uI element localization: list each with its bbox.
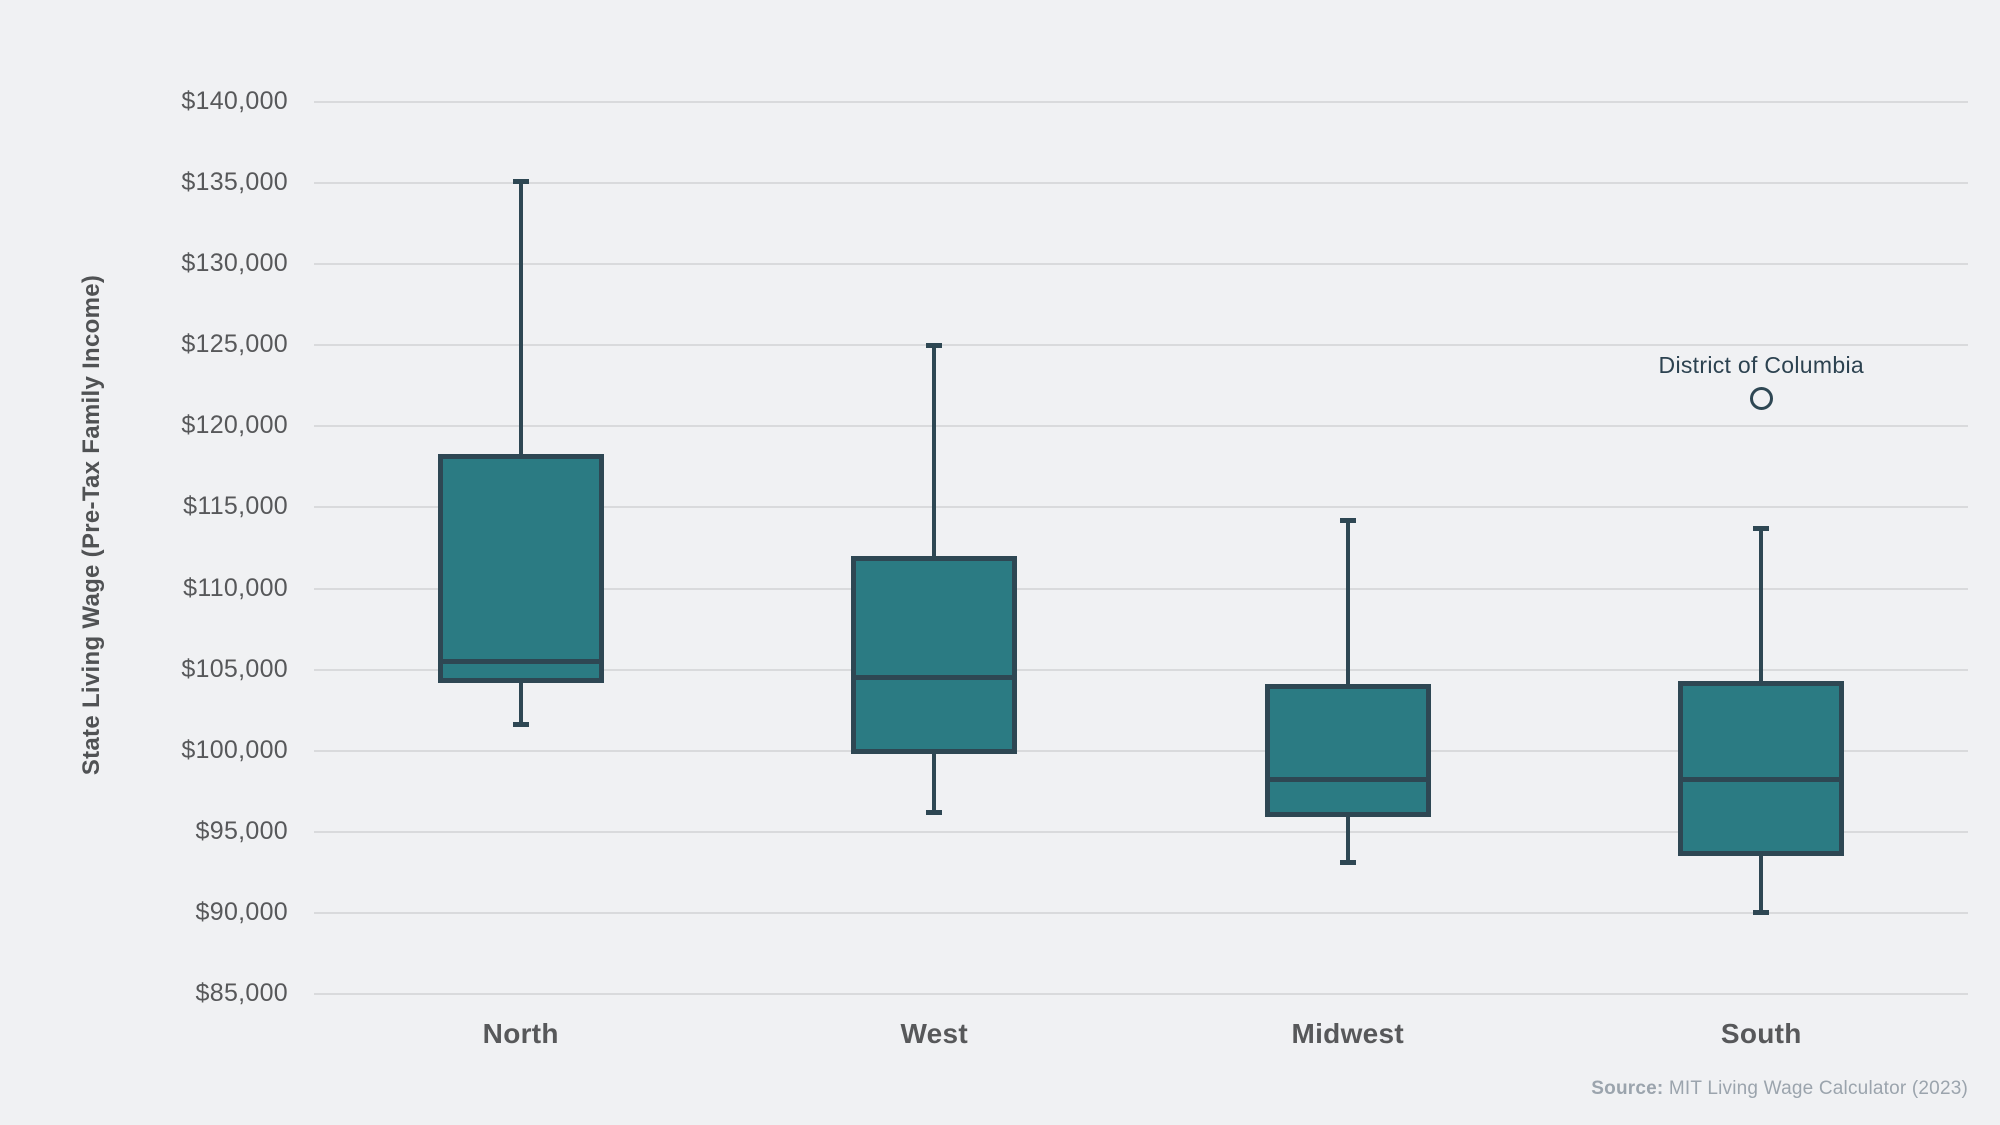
x-axis-label-midwest: Midwest bbox=[1291, 1018, 1405, 1049]
gridline bbox=[314, 506, 1968, 509]
x-axis-label-north: North bbox=[482, 1018, 559, 1049]
y-tick-label: $90,000 bbox=[195, 897, 288, 926]
gridline bbox=[314, 668, 1968, 671]
boxplot-box-west bbox=[851, 556, 1018, 754]
gridline bbox=[314, 830, 1968, 833]
boxplot-median-west bbox=[856, 675, 1013, 681]
y-tick-label: $120,000 bbox=[181, 411, 288, 440]
y-tick-label: $105,000 bbox=[181, 654, 288, 683]
gridline bbox=[314, 911, 1968, 914]
gridline bbox=[314, 182, 1968, 185]
y-tick-label: $85,000 bbox=[195, 979, 288, 1007]
gridline bbox=[314, 263, 1968, 266]
outlier-point-south bbox=[1749, 387, 1773, 411]
boxplot-whisker-cap-min-west bbox=[926, 809, 943, 815]
boxplot-whisker-cap-min-north bbox=[512, 722, 529, 728]
gridline bbox=[314, 101, 1968, 103]
gridline bbox=[314, 425, 1968, 428]
boxplot-box-south bbox=[1678, 680, 1845, 857]
y-tick-label: $125,000 bbox=[181, 330, 288, 359]
boxplot-whisker-cap-min-midwest bbox=[1339, 860, 1356, 866]
boxplot-whisker-cap-min-south bbox=[1753, 910, 1770, 916]
y-tick-label: $140,000 bbox=[181, 87, 288, 115]
boxplot-box-midwest bbox=[1264, 684, 1431, 818]
boxplot-median-south bbox=[1683, 777, 1840, 783]
y-tick-label: $100,000 bbox=[181, 735, 288, 764]
outlier-label-south: District of Columbia bbox=[1658, 352, 1864, 379]
boxplot-median-north bbox=[442, 659, 599, 665]
gridline bbox=[314, 344, 1968, 347]
boxplot-whisker-north bbox=[518, 181, 523, 725]
gridline bbox=[314, 587, 1968, 590]
gridline bbox=[314, 993, 1968, 995]
boxplot-whisker-cap-max-midwest bbox=[1339, 517, 1356, 523]
boxplot-whisker-cap-max-north bbox=[512, 178, 529, 184]
x-axis-label-west: West bbox=[900, 1018, 969, 1049]
source-prefix: Source: bbox=[1591, 1078, 1664, 1099]
y-tick-label: $95,000 bbox=[195, 816, 288, 845]
boxplot-whisker-cap-max-west bbox=[926, 342, 943, 348]
y-tick-label: $130,000 bbox=[181, 249, 288, 278]
source-text: MIT Living Wage Calculator (2023) bbox=[1663, 1078, 1968, 1099]
y-tick-label: $110,000 bbox=[183, 573, 288, 602]
boxplot-box-north bbox=[437, 453, 604, 683]
boxplot-whisker-cap-max-south bbox=[1753, 526, 1770, 532]
x-axis-label-south: South bbox=[1720, 1018, 1802, 1049]
boxplot-median-midwest bbox=[1269, 777, 1426, 783]
y-tick-label: $115,000 bbox=[183, 492, 288, 521]
y-tick-label: $135,000 bbox=[181, 168, 288, 197]
gridline bbox=[314, 749, 1968, 752]
source-note: Source: MIT Living Wage Calculator (2023… bbox=[1591, 1078, 1968, 1100]
